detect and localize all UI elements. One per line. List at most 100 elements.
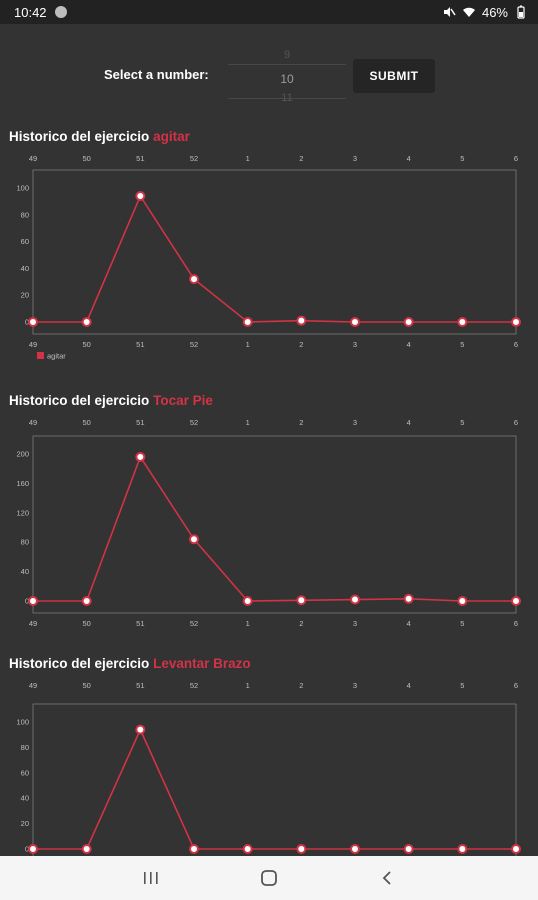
y-tick-label: 40 [21,567,29,576]
x-tick-label-top: 52 [190,154,198,163]
mute-icon [443,7,456,17]
number-picker-row: Select a number: 9 10 11 SUBMIT [0,48,538,108]
y-tick-label: 20 [21,819,29,828]
x-tick-label-top: 5 [460,681,464,690]
section-title-prefix: Historico del ejercicio [9,656,150,671]
y-tick-label: 100 [16,184,29,193]
data-point [28,317,38,327]
picker-prev-value[interactable]: 9 [283,49,291,61]
section-title-agitar: Historico del ejercicio agitar [9,129,190,144]
data-point [457,317,468,327]
wifi-icon [462,7,475,17]
data-point [28,844,38,854]
section-title-tocar-pie: Historico del ejercicio Tocar Pie [9,393,213,408]
y-tick-label: 0 [25,597,29,606]
picker-label: Select a number: [104,67,209,82]
data-point [457,844,468,854]
x-tick-label-top: 51 [136,418,144,427]
home-button[interactable] [249,864,289,892]
chart-tocar-pie: 49 49 50 50 51 51 52 52 1 1 2 2 3 3 4 4 5 5 6 6 0 40 80 120 160 2… [16,418,521,628]
x-tick-label-bottom: 1 [246,340,250,349]
x-tick-label-top: 1 [246,681,250,690]
data-point [28,596,38,606]
exercise-name: Levantar Brazo [153,656,251,671]
x-tick-label-bottom: 5 [460,619,464,628]
x-tick-label-bottom: 50 [82,619,90,628]
x-tick-label-bottom: 5 [460,340,464,349]
x-tick-label-top: 51 [136,681,144,690]
data-point [81,596,92,606]
data-point [511,844,521,854]
y-tick-label: 160 [16,479,29,488]
section-title-prefix: Historico del ejercicio [9,129,150,144]
submit-button[interactable]: SUBMIT [353,59,435,93]
data-point [403,844,414,854]
x-tick-label-top: 3 [353,154,357,163]
x-tick-label-top: 1 [246,154,250,163]
data-point [242,844,253,854]
number-picker[interactable]: 9 10 11 [228,49,346,104]
x-tick-label-top: 49 [29,418,37,427]
exercise-name: Tocar Pie [153,393,213,408]
y-tick-label: 40 [21,264,29,273]
x-tick-label-top: 4 [407,418,411,427]
x-tick-label-bottom: 4 [407,619,411,628]
y-tick-label: 60 [21,237,29,246]
x-tick-label-top: 2 [299,418,303,427]
recent-apps-button[interactable] [131,864,171,892]
section-title-levantar-brazo: Historico del ejercicio Levantar Brazo [9,656,251,671]
x-tick-label-top: 49 [29,154,37,163]
picker-divider-bottom [228,98,346,99]
x-tick-label-top: 2 [299,681,303,690]
x-tick-label-top: 50 [82,418,90,427]
plot-frame [32,435,517,614]
chart-agitar: 4949505051515252112233445566020406080100… [16,154,521,361]
x-tick-label-bottom: 49 [29,340,37,349]
data-point [511,596,521,606]
x-tick-label-bottom: 2 [299,340,303,349]
recent-apps-icon [144,872,158,884]
x-tick-label-top: 52 [190,681,198,690]
plot-frame [32,703,517,862]
data-point [350,594,360,605]
data-point [242,596,253,606]
data-point [403,317,414,327]
picker-next-value[interactable]: 11 [281,92,293,104]
data-point [81,844,92,854]
back-icon [382,871,391,885]
data-point [242,317,253,327]
status-time: 10:42 [14,4,47,20]
x-tick-label-top: 3 [353,418,357,427]
y-tick-label: 0 [25,845,29,854]
x-tick-label-top: 4 [407,681,411,690]
x-tick-label-top: 3 [353,681,357,690]
x-tick-label-top: 2 [299,154,303,163]
exercise-name: agitar [153,129,190,144]
x-tick-label-bottom: 3 [353,340,357,349]
data-point [296,844,307,854]
x-tick-label-bottom: 51 [136,619,144,628]
x-tick-label-bottom: 51 [136,340,144,349]
x-tick-label-bottom: 6 [514,619,518,628]
data-point [296,315,307,326]
back-button[interactable] [367,864,407,892]
series-line [33,455,516,602]
x-tick-label-bottom: 3 [353,619,357,628]
data-point [81,317,92,327]
x-tick-label-bottom: 50 [82,340,90,349]
x-tick-label-bottom: 6 [514,340,518,349]
section-title-prefix: Historico del ejercicio [9,393,150,408]
x-tick-label-bottom: 4 [407,340,411,349]
x-tick-label-top: 51 [136,154,144,163]
picker-current-value[interactable]: 10 [280,72,294,86]
y-tick-label: 200 [16,450,29,459]
x-tick-label-top: 1 [246,418,250,427]
data-point [135,724,146,735]
x-tick-label-top: 6 [514,154,518,163]
battery-percent: 46% [481,4,508,20]
data-point [350,844,360,854]
battery-icon [517,5,525,19]
x-tick-label-bottom: 2 [299,619,303,628]
y-tick-label: 80 [21,210,29,219]
notification-icon [54,6,67,18]
